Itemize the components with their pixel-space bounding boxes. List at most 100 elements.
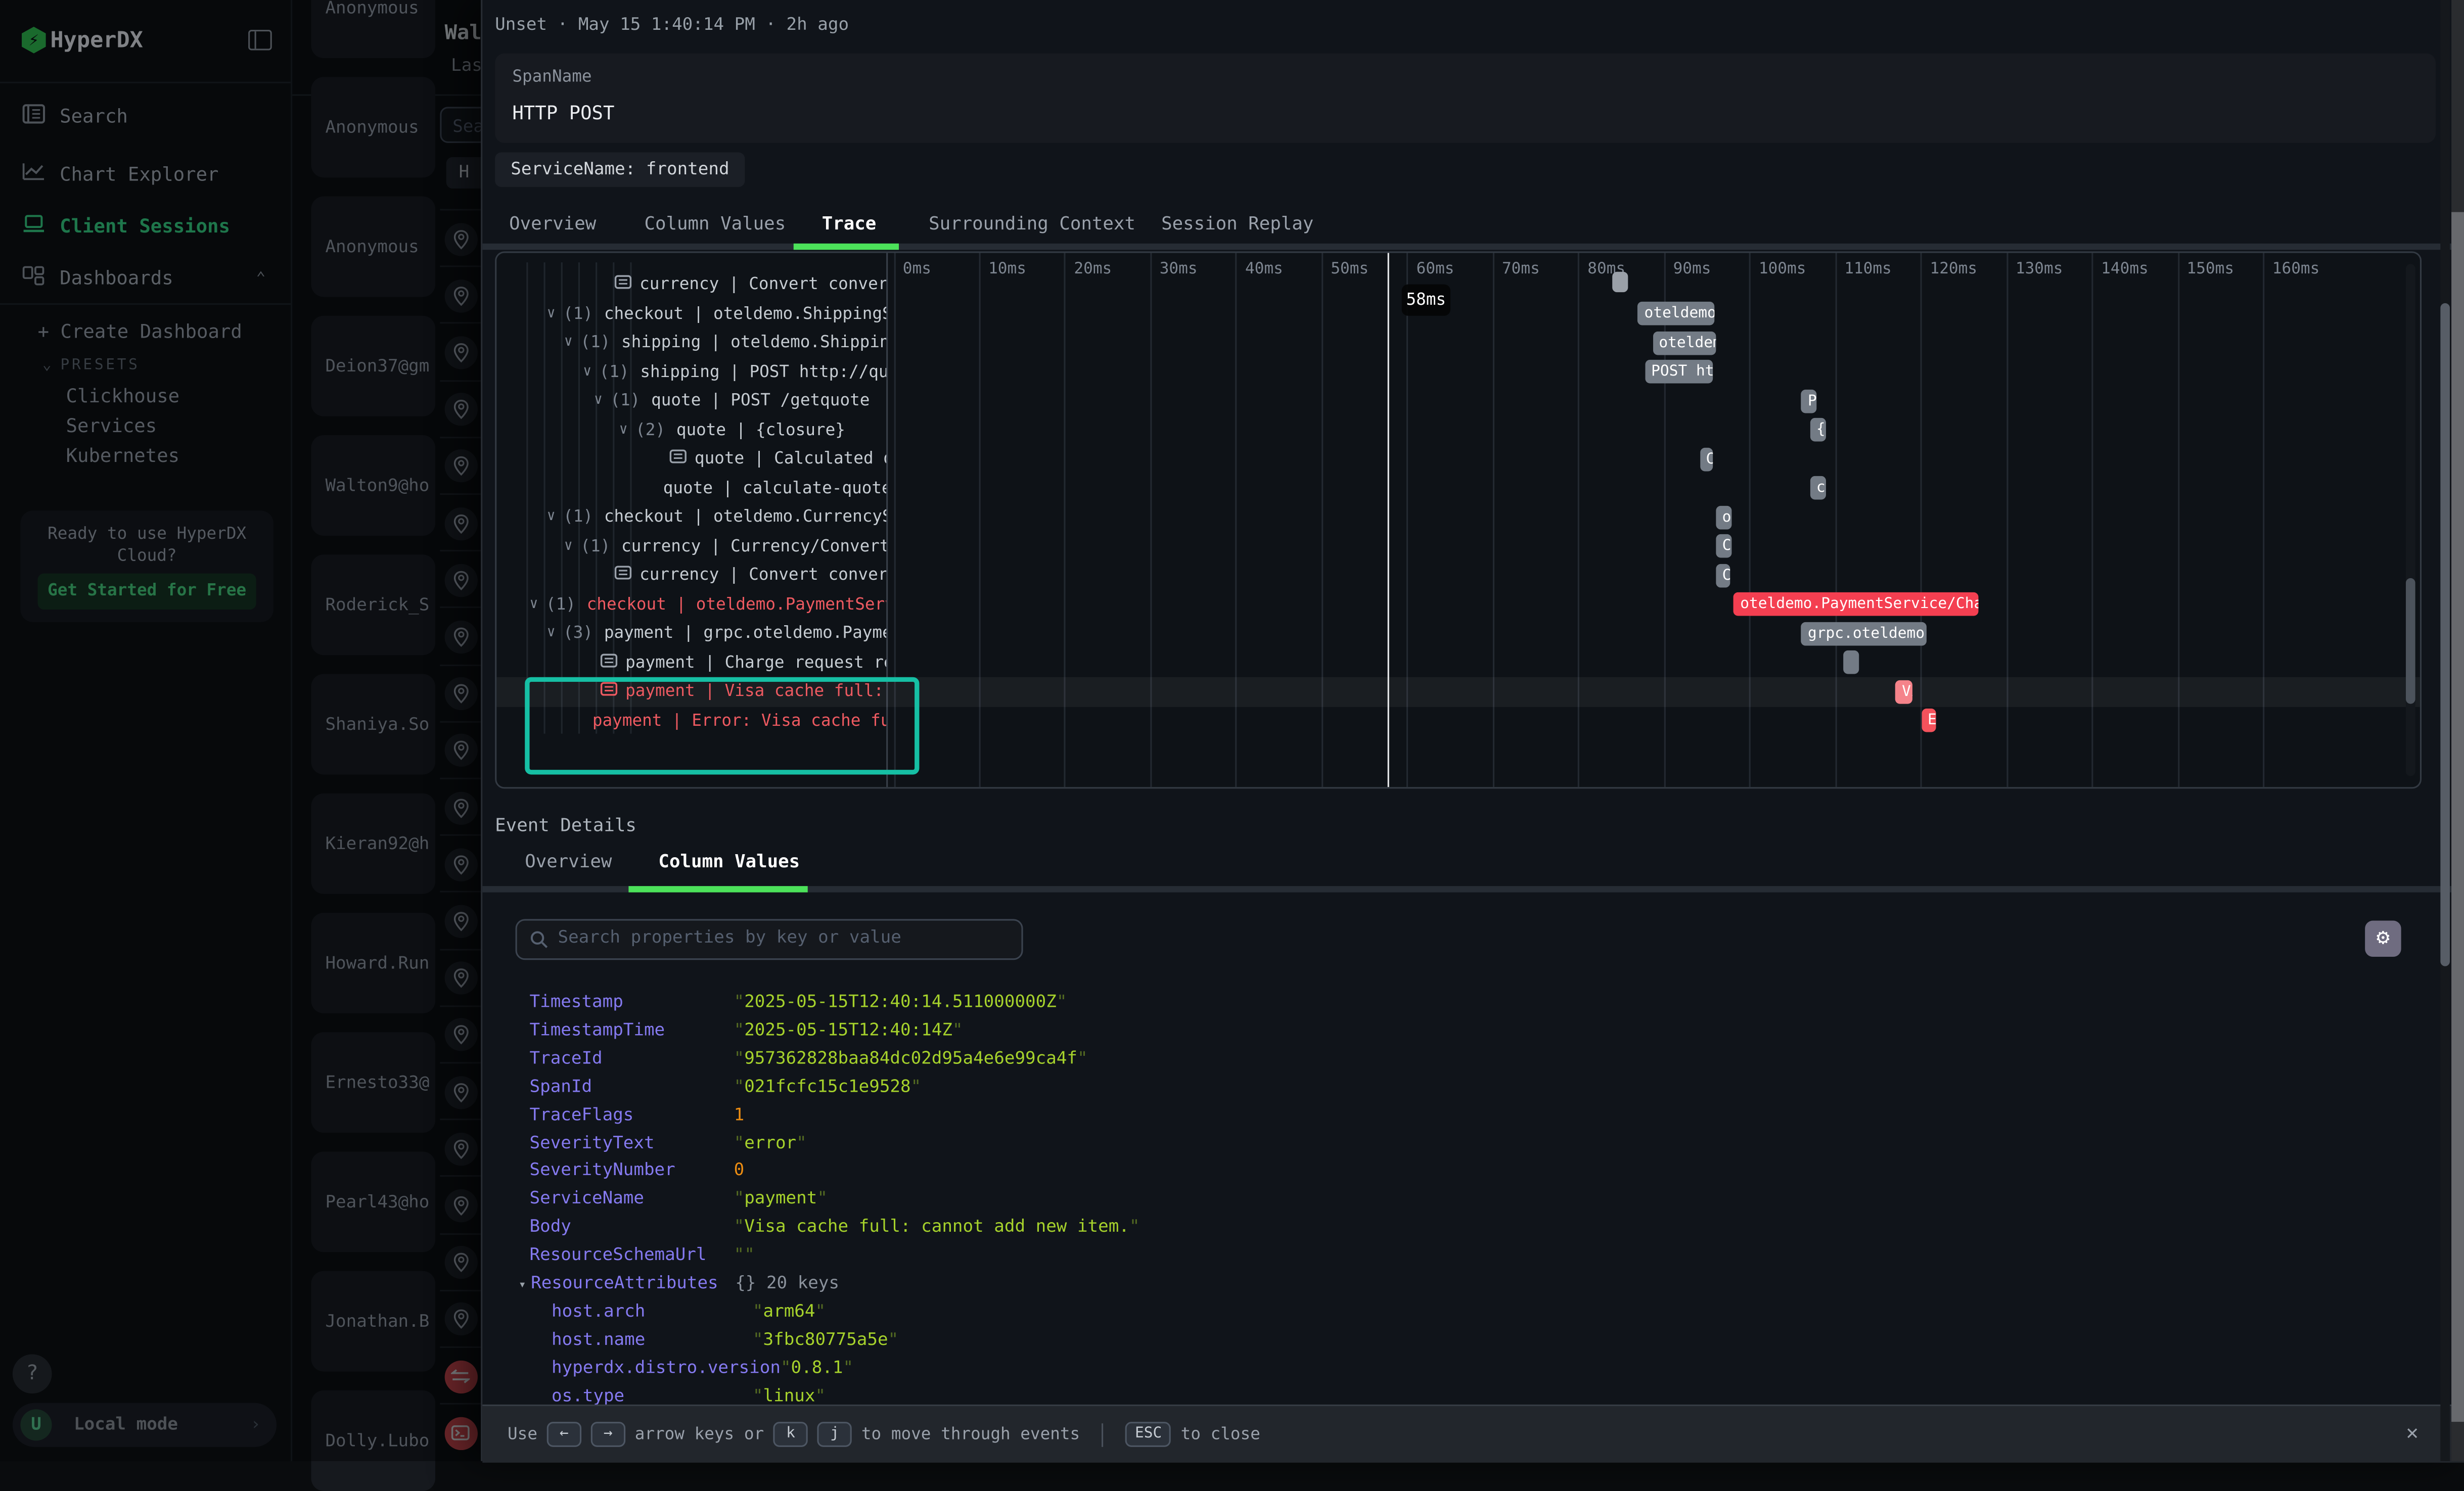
map-pin-icon[interactable] xyxy=(444,564,477,597)
chevron-down-icon[interactable]: ∨ xyxy=(546,509,556,525)
property-row[interactable]: ResourceSchemaUrl "" xyxy=(530,1241,755,1270)
sidebar-preset-services[interactable]: Services xyxy=(66,414,157,437)
map-pin-icon[interactable] xyxy=(444,1246,477,1279)
map-pin-icon[interactable] xyxy=(444,1075,477,1109)
session-list-item[interactable]: Shaniya.So xyxy=(311,674,436,775)
tab-surrounding-context[interactable]: Surrounding Context xyxy=(929,212,1136,235)
map-pin-icon[interactable] xyxy=(444,1303,477,1336)
create-dashboard-link[interactable]: + Create Dashboard xyxy=(37,320,242,343)
property-row[interactable]: ServiceName "payment" xyxy=(530,1185,828,1214)
map-pin-icon[interactable] xyxy=(444,336,477,369)
trace-span-row[interactable]: ∨ (1) shipping | oteldemo.Shipping… xyxy=(496,329,886,358)
trace-span-row[interactable]: ∨ (1) currency | Currency/Convert xyxy=(496,532,886,561)
property-row[interactable]: hyperdx.distro.version"0.8.1" xyxy=(552,1354,853,1382)
span-duration-bar[interactable]: Calculated xyxy=(1700,447,1714,471)
trace-span-row[interactable]: ∨ (1) checkout | oteldemo.CurrencySe… xyxy=(496,503,886,532)
session-list-item[interactable]: Pearl43@ho xyxy=(311,1151,436,1252)
trace-span-row[interactable]: ∨ (1) quote | POST /getquote xyxy=(496,387,886,416)
session-list-item[interactable]: Anonymous xyxy=(311,196,436,297)
map-pin-icon[interactable] xyxy=(444,450,477,483)
property-row[interactable]: host.arch "arm64" xyxy=(552,1297,826,1326)
event-tab-overview[interactable]: Overview xyxy=(525,850,612,872)
tab-column-values[interactable]: Column Values xyxy=(644,212,786,235)
terminal-icon[interactable] xyxy=(444,1417,477,1450)
trace-span-row[interactable]: ∨ (2) quote | {closure} xyxy=(496,415,886,445)
span-duration-bar[interactable]: Error xyxy=(1921,708,1937,732)
chevron-down-icon[interactable]: ∨ xyxy=(529,596,538,613)
ruler-drag-handle[interactable] xyxy=(1612,271,1628,293)
property-row[interactable]: SpanId "021fcfc15c1e9528" xyxy=(530,1073,922,1101)
property-row[interactable]: SeverityNumber 0 xyxy=(530,1157,745,1185)
get-started-button[interactable]: Get Started for Free xyxy=(37,573,256,610)
browser-scrollbar-thumb[interactable] xyxy=(2451,212,2464,1422)
session-list-item[interactable]: Kieran92@h xyxy=(311,793,436,894)
map-pin-icon[interactable] xyxy=(444,1018,477,1052)
span-duration-bar[interactable]: POST /getquote xyxy=(1801,389,1817,412)
map-pin-icon[interactable] xyxy=(444,393,477,426)
chevron-down-icon[interactable]: ∨ xyxy=(619,422,628,438)
trace-span-row[interactable]: payment | Charge request rec… xyxy=(496,648,886,677)
session-list-item[interactable]: Ernesto33@ xyxy=(311,1032,436,1133)
span-duration-bar[interactable]: Currency xyxy=(1716,534,1731,558)
expander-caret-icon[interactable]: ▾ xyxy=(518,1277,526,1292)
span-duration-bar[interactable]: oteldemo xyxy=(1716,505,1731,529)
map-pin-icon[interactable] xyxy=(444,734,477,768)
map-pin-icon[interactable] xyxy=(444,677,477,711)
span-duration-bar[interactable]: {closure} xyxy=(1810,417,1826,442)
span-duration-bar[interactable]: POST http://quo xyxy=(1645,359,1713,384)
property-row[interactable]: TraceFlags 1 xyxy=(530,1101,745,1129)
sidebar-preset-clickhouse[interactable]: Clickhouse xyxy=(66,385,180,407)
property-row[interactable]: ▾ ResourceAttributes {} 20 keys xyxy=(519,1270,839,1298)
trace-span-row[interactable]: payment | Error: Visa cache ful… xyxy=(496,706,886,735)
span-duration-bar[interactable]: calculate xyxy=(1810,476,1826,500)
session-list-item[interactable]: Deion37@gm xyxy=(311,315,436,416)
presets-toggle[interactable]: ⌄ PRESETS xyxy=(42,356,140,374)
span-duration-bar[interactable]: oteldemo.ShippingService xyxy=(1638,301,1715,325)
map-pin-icon[interactable] xyxy=(444,961,477,995)
map-pin-icon[interactable] xyxy=(444,1132,477,1166)
session-list-item[interactable]: Anonymous xyxy=(311,0,436,59)
property-row[interactable]: SeverityText "error" xyxy=(530,1129,807,1157)
sidebar-preset-kubernetes[interactable]: Kubernetes xyxy=(66,444,180,467)
property-row[interactable]: TimestampTime "2025-05-15T12:40:14Z" xyxy=(530,1016,963,1045)
map-pin-icon[interactable] xyxy=(444,620,477,654)
property-row[interactable]: host.name "3fbc80775a5e" xyxy=(552,1326,898,1354)
chevron-down-icon[interactable]: ∨ xyxy=(546,306,556,322)
map-pin-icon[interactable] xyxy=(444,791,477,824)
trace-span-row[interactable]: currency | Convert convers… xyxy=(496,561,886,590)
span-duration-bar[interactable]: Visa xyxy=(1895,679,1912,704)
property-row[interactable]: Body "Visa cache full: cannot add new ite… xyxy=(530,1213,1140,1241)
property-row[interactable]: TraceId "957362828baa84dc02d95a4e6e99ca4f… xyxy=(530,1044,1088,1073)
sidebar-item-client-sessions[interactable]: Client Sessions xyxy=(0,209,291,243)
session-list-item[interactable]: Anonymous xyxy=(311,77,436,178)
trace-span-row[interactable]: ∨ (1) shipping | POST http://quo… xyxy=(496,357,886,387)
span-duration-bar[interactable] xyxy=(1842,650,1860,674)
map-pin-icon[interactable] xyxy=(444,905,477,938)
trace-span-row[interactable]: quote | calculate-quote xyxy=(496,474,886,503)
session-list-item[interactable]: Jonathan.B xyxy=(311,1271,436,1372)
user-menu[interactable]: U Local mode › xyxy=(12,1403,277,1447)
session-list-item[interactable]: Walton9@ho xyxy=(311,435,436,536)
session-list-item[interactable]: Howard.Run xyxy=(311,912,436,1013)
close-icon[interactable]: ✕ xyxy=(2406,1422,2419,1446)
span-duration-bar[interactable]: Convert xyxy=(1716,563,1730,587)
panel-scrollbar-thumb[interactable] xyxy=(2440,303,2450,966)
chevron-down-icon[interactable]: ∨ xyxy=(594,393,603,409)
trace-span-row[interactable]: quote | Calculated q… xyxy=(496,445,886,474)
help-button[interactable]: ? xyxy=(12,1354,52,1394)
service-name-chip[interactable]: ServiceName: frontend xyxy=(495,152,745,187)
properties-search-input[interactable]: Search properties by key or value xyxy=(515,919,1023,960)
span-duration-bar[interactable]: oteldemo.Shipping xyxy=(1652,331,1717,354)
chevron-down-icon[interactable]: ∨ xyxy=(564,335,573,351)
collapse-sidebar-icon[interactable] xyxy=(248,30,272,51)
sidebar-item-search[interactable]: Search xyxy=(0,99,291,133)
property-row[interactable]: os.type "linux" xyxy=(552,1382,826,1410)
tree-timeline-divider[interactable] xyxy=(886,253,888,787)
map-pin-icon[interactable] xyxy=(444,222,477,256)
map-pin-icon[interactable] xyxy=(444,506,477,540)
span-duration-bar[interactable]: grpc.oteldemo.Payment xyxy=(1801,621,1927,645)
trace-span-row[interactable]: currency | Convert convers… xyxy=(496,270,886,300)
span-duration-bar[interactable]: oteldemo.PaymentService/Char xyxy=(1733,592,1979,616)
chevron-down-icon[interactable]: ∨ xyxy=(564,538,573,554)
property-row[interactable]: Timestamp "2025-05-15T12:40:14.511000000Z… xyxy=(530,988,1067,1016)
